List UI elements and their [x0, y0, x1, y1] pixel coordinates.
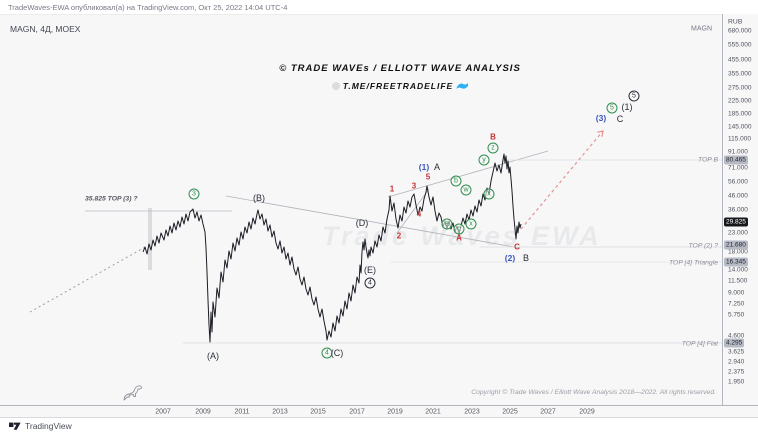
level-price-badge: 80.465 — [724, 155, 748, 165]
author-watermark: © TRADE WAVEs / ELLIOTT WAVE ANALYSIS T.… — [190, 63, 610, 91]
share-text: TradeWaves-EWA опубликовал(а) на Trading… — [8, 3, 288, 12]
year-tick: 2013 — [272, 408, 288, 415]
level-price-badge: 21.680 — [724, 240, 748, 250]
copyright-text: Copyright © Trade Waves / Elliott Wave A… — [471, 389, 716, 396]
price-tick: 9.000 — [728, 289, 745, 297]
price-tick: 56.000 — [728, 178, 748, 186]
projection-arrowhead — [597, 130, 604, 137]
price-tick: 7.250 — [728, 300, 745, 308]
currency-label: RUB — [728, 18, 743, 26]
share-topbar: TradeWaves-EWA опубликовал(а) на Trading… — [0, 0, 758, 14]
tradingview-logo[interactable]: TradingView — [9, 420, 72, 432]
year-tick: 2023 — [464, 408, 480, 415]
price-tick: 23.000 — [728, 229, 748, 237]
wave-icon — [456, 83, 469, 89]
last-price-badge: 29.825 — [724, 217, 748, 227]
footer-bar: TradingView — [0, 418, 758, 433]
price-tick: 11.500 — [728, 277, 748, 285]
year-tick: 2015 — [310, 408, 326, 415]
price-tick: 455.000 — [728, 56, 752, 64]
time-axis[interactable]: 2007 2009 2011 2013 2015 2017 2019 2021 2023 2025… — [0, 405, 758, 418]
price-tick: 680.000 — [728, 27, 752, 35]
year-tick: 2025 — [502, 408, 518, 415]
tradingview-logo-text: TradingView — [25, 421, 72, 431]
watermark-title: © TRADE WAVEs / ELLIOTT WAVE ANALYSIS — [279, 63, 521, 74]
level-price-badge: 4.295 — [724, 338, 745, 348]
price-tick: 1.950 — [728, 378, 745, 386]
year-tick: 2007 — [155, 408, 171, 415]
price-tick: 115.000 — [728, 135, 752, 143]
tradingview-logo-icon — [9, 422, 21, 430]
price-tick: 4.600 — [728, 332, 745, 340]
price-tick: 555.000 — [728, 41, 752, 49]
trendline — [29, 245, 148, 313]
price-tick: 145.000 — [728, 123, 752, 131]
year-tick: 2029 — [579, 408, 595, 415]
dinosaur-doodle — [123, 385, 142, 401]
year-tick: 2009 — [195, 408, 211, 415]
price-axis[interactable]: RUB 680.000 555.000 455.000 355.000 275.000 2… — [722, 14, 758, 405]
volume-spike-bar — [148, 208, 152, 270]
price-tick: 46.000 — [728, 192, 748, 200]
price-tick: 355.000 — [728, 70, 752, 78]
watermark-link-row: T.ME/FREETRADELIFE — [190, 81, 610, 91]
year-tick: 2027 — [540, 408, 556, 415]
price-tick: 36.000 — [728, 206, 748, 214]
price-tick: 18.000 — [728, 248, 748, 256]
chart-canvas[interactable]: MAGN, 4Д, MOEX Trade Waves EWA © TRADE W… — [0, 14, 758, 405]
level-price-badge: 16.345 — [724, 257, 748, 267]
price-tick: 71.000 — [728, 164, 748, 172]
telegram-icon — [331, 82, 340, 90]
trendline — [387, 150, 549, 198]
projection-arrow — [520, 130, 604, 230]
price-tick: 3.625 — [728, 348, 745, 356]
price-line — [142, 153, 522, 343]
year-tick: 2011 — [234, 408, 250, 415]
price-tick: 91.000 — [728, 148, 748, 156]
price-tick: 225.000 — [728, 97, 752, 105]
year-tick: 2019 — [387, 408, 403, 415]
price-tick: 275.000 — [728, 84, 752, 92]
year-tick: 2017 — [349, 408, 365, 415]
price-tick: 185.000 — [728, 110, 752, 118]
price-tick: 5.750 — [728, 311, 745, 319]
year-tick: 2021 — [425, 408, 441, 415]
level-note-top3: 35.825 TOP (3) ? — [85, 195, 138, 203]
watermark-link: T.ME/FREETRADELIFE — [342, 81, 454, 91]
trendline — [396, 188, 430, 234]
price-tick: 2.940 — [728, 358, 745, 366]
price-tick: 14.000 — [728, 266, 748, 274]
price-tick: 2.375 — [728, 368, 745, 376]
symbol-title[interactable]: MAGN, 4Д, MOEX — [10, 24, 81, 34]
corner-symbol-label: MAGN — [691, 25, 712, 33]
trendline — [225, 195, 521, 249]
